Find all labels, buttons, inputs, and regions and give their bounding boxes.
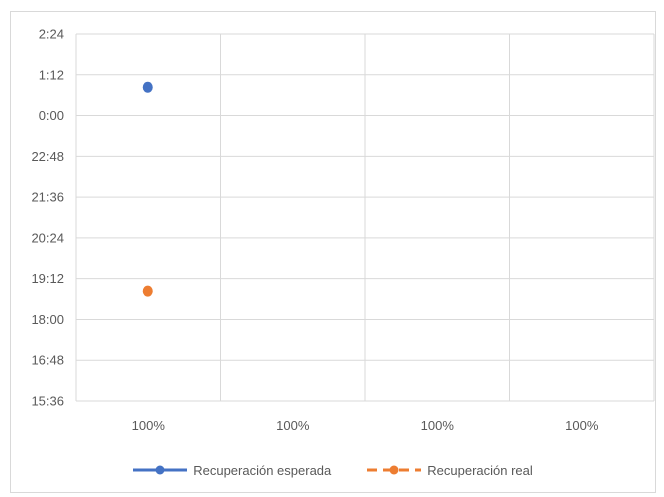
y-tick-label: 22:48	[31, 149, 64, 164]
y-tick-label: 2:24	[39, 27, 64, 42]
chart-legend: Recuperación esperada Recuperación real	[0, 458, 664, 482]
y-tick-label: 19:12	[31, 271, 64, 286]
legend-swatch-expected	[133, 465, 188, 475]
y-tick-label: 20:24	[31, 230, 64, 245]
y-tick-label: 15:36	[31, 394, 64, 409]
legend-label-expected: Recuperación esperada	[193, 462, 332, 478]
x-tick-label: 100%	[421, 418, 455, 433]
y-tick-label: 18:00	[31, 312, 64, 327]
legend-entry-real: Recuperación real	[365, 463, 533, 478]
y-tick-label: 0:00	[39, 108, 64, 123]
x-tick-label: 100%	[276, 418, 310, 433]
legend-swatch-real	[367, 465, 422, 475]
y-tick-label: 1:12	[39, 67, 64, 82]
data-point-real	[142, 285, 153, 297]
x-tick-label: 100%	[132, 418, 166, 433]
y-tick-label: 21:36	[31, 190, 64, 205]
y-tick-label: 16:48	[31, 353, 64, 368]
chart-frame	[10, 11, 656, 493]
data-point-expected	[142, 81, 153, 93]
legend-entry-expected: Recuperación esperada	[131, 463, 331, 478]
x-tick-label: 100%	[565, 418, 599, 433]
legend-label-real: Recuperación real	[427, 462, 533, 478]
